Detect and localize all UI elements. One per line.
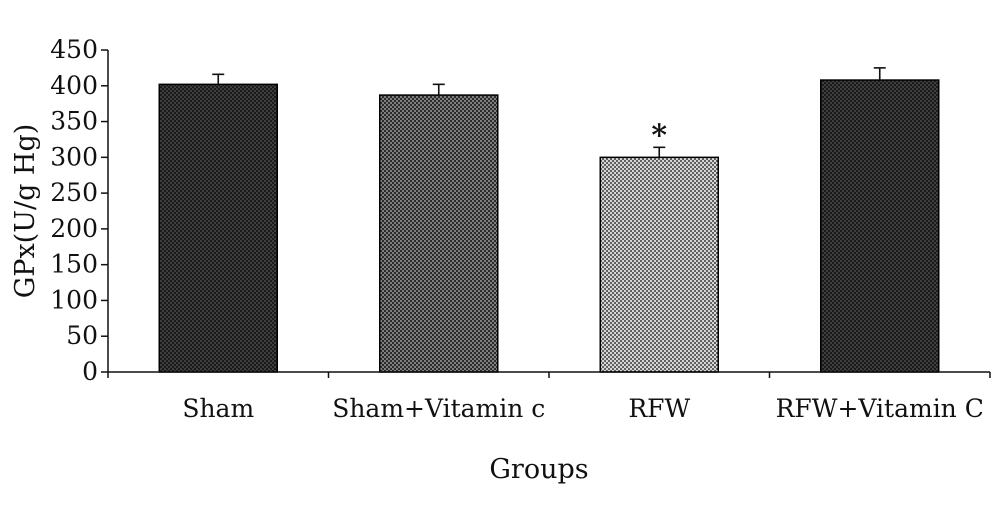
error-bars-group — [212, 67, 886, 158]
y-tick-label: 450 — [50, 35, 98, 64]
y-tick-label: 300 — [50, 142, 98, 171]
y-tick-label: 150 — [50, 250, 98, 279]
annotations-group: * — [651, 118, 667, 153]
bar-0 — [158, 83, 278, 373]
y-tick-label: 100 — [50, 285, 98, 314]
significance-marker: * — [651, 118, 667, 153]
y-tick-label: 350 — [50, 107, 98, 136]
y-tick-label: 200 — [50, 214, 98, 243]
y-axis-title: GPx(U/g Hg) — [10, 124, 41, 299]
category-labels-group: Sham Sham+Vitamin c RFW RFW+Vitamin C — [182, 394, 984, 423]
bars-group — [158, 79, 940, 373]
y-tick-label: 50 — [66, 321, 98, 350]
category-label-2: RFW — [628, 394, 690, 423]
y-tick-label: 0 — [82, 357, 98, 386]
category-label-1: Sham+Vitamin c — [332, 394, 545, 423]
y-tick-label: 250 — [50, 178, 98, 207]
x-axis-title: Groups — [489, 454, 588, 485]
bar-1 — [379, 94, 499, 373]
bar-3 — [820, 79, 940, 373]
bar-2 — [599, 156, 719, 373]
y-axis-ticks: 0 50 100 150 200 250 300 350 400 450 — [50, 35, 991, 386]
category-label-3: RFW+Vitamin C — [776, 394, 984, 423]
category-label-0: Sham — [182, 394, 254, 423]
y-tick-label: 400 — [50, 71, 98, 100]
